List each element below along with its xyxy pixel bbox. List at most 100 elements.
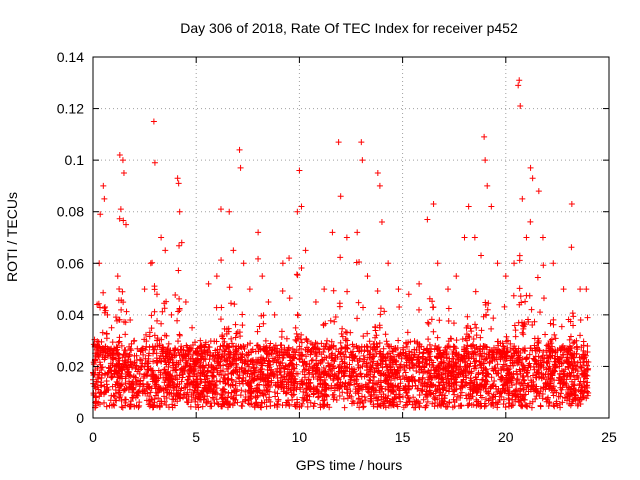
data-point bbox=[283, 389, 290, 396]
data-point bbox=[311, 400, 318, 407]
data-point bbox=[128, 347, 135, 354]
data-point bbox=[446, 355, 453, 362]
data-point bbox=[135, 404, 142, 411]
data-point bbox=[568, 200, 575, 207]
data-point bbox=[513, 381, 520, 388]
data-point bbox=[409, 373, 416, 380]
x-tick-label: 15 bbox=[395, 429, 411, 445]
data-point bbox=[323, 382, 330, 389]
data-point bbox=[353, 380, 360, 387]
data-point bbox=[119, 354, 126, 361]
data-point bbox=[209, 373, 216, 380]
data-point bbox=[228, 335, 235, 342]
data-point bbox=[359, 399, 366, 406]
data-point bbox=[548, 340, 555, 347]
data-point bbox=[136, 388, 143, 395]
data-point bbox=[385, 350, 392, 357]
data-point bbox=[122, 331, 129, 338]
data-point bbox=[204, 393, 211, 400]
data-point bbox=[488, 325, 495, 332]
data-point bbox=[226, 343, 233, 350]
data-point bbox=[171, 347, 178, 354]
data-point bbox=[382, 386, 389, 393]
data-point bbox=[95, 352, 102, 359]
data-point bbox=[225, 390, 232, 397]
data-point bbox=[443, 367, 450, 374]
data-point bbox=[188, 397, 195, 404]
data-point bbox=[446, 385, 453, 392]
data-point bbox=[485, 351, 492, 358]
data-point bbox=[324, 337, 331, 344]
data-point bbox=[186, 362, 193, 369]
data-point bbox=[358, 139, 365, 146]
data-point bbox=[208, 369, 215, 376]
data-point bbox=[449, 368, 456, 375]
data-point bbox=[337, 364, 344, 371]
data-point bbox=[271, 402, 278, 409]
data-point bbox=[90, 359, 97, 366]
data-point bbox=[290, 349, 297, 356]
data-point bbox=[416, 280, 423, 287]
data-point bbox=[175, 338, 182, 345]
data-point bbox=[535, 338, 542, 345]
data-point bbox=[135, 389, 142, 396]
data-point bbox=[367, 363, 374, 370]
data-point bbox=[510, 370, 517, 377]
data-point bbox=[103, 403, 110, 410]
data-point bbox=[141, 371, 148, 378]
data-point bbox=[472, 321, 479, 328]
data-point bbox=[479, 346, 486, 353]
data-point bbox=[486, 390, 493, 397]
data-point bbox=[213, 365, 220, 372]
data-point bbox=[119, 157, 126, 164]
data-point bbox=[184, 347, 191, 354]
data-point bbox=[435, 372, 442, 379]
data-point bbox=[561, 394, 568, 401]
data-point bbox=[285, 347, 292, 354]
data-point bbox=[523, 354, 530, 361]
data-point bbox=[296, 384, 303, 391]
data-point bbox=[104, 353, 111, 360]
data-point bbox=[396, 394, 403, 401]
data-point bbox=[235, 374, 242, 381]
data-point bbox=[351, 381, 358, 388]
data-point bbox=[310, 364, 317, 371]
data-point bbox=[161, 300, 168, 307]
data-point bbox=[109, 352, 116, 359]
data-point bbox=[332, 314, 339, 321]
data-point bbox=[293, 271, 300, 278]
data-point bbox=[299, 394, 306, 401]
data-point bbox=[205, 367, 212, 374]
data-point bbox=[337, 339, 344, 346]
data-point bbox=[344, 329, 351, 336]
data-point bbox=[121, 358, 128, 365]
data-point bbox=[188, 355, 195, 362]
data-point bbox=[161, 332, 168, 339]
data-point bbox=[181, 367, 188, 374]
data-point bbox=[114, 346, 121, 353]
data-point bbox=[160, 388, 167, 395]
data-point bbox=[376, 384, 383, 391]
data-point bbox=[405, 291, 412, 298]
data-point bbox=[151, 332, 158, 339]
data-point bbox=[114, 273, 121, 280]
data-point bbox=[405, 378, 412, 385]
data-point bbox=[361, 394, 368, 401]
data-point bbox=[178, 343, 185, 350]
data-point bbox=[288, 386, 295, 393]
data-point bbox=[389, 396, 396, 403]
data-point bbox=[117, 382, 124, 389]
data-point bbox=[228, 340, 235, 347]
data-point bbox=[154, 402, 161, 409]
data-point bbox=[177, 357, 184, 364]
data-point bbox=[473, 332, 480, 339]
data-point bbox=[532, 347, 539, 354]
data-point bbox=[354, 388, 361, 395]
data-point bbox=[147, 389, 154, 396]
data-point bbox=[465, 203, 472, 210]
data-point bbox=[100, 391, 107, 398]
data-point bbox=[511, 357, 518, 364]
data-point bbox=[197, 337, 204, 344]
data-point bbox=[450, 343, 457, 350]
data-point bbox=[278, 333, 285, 340]
